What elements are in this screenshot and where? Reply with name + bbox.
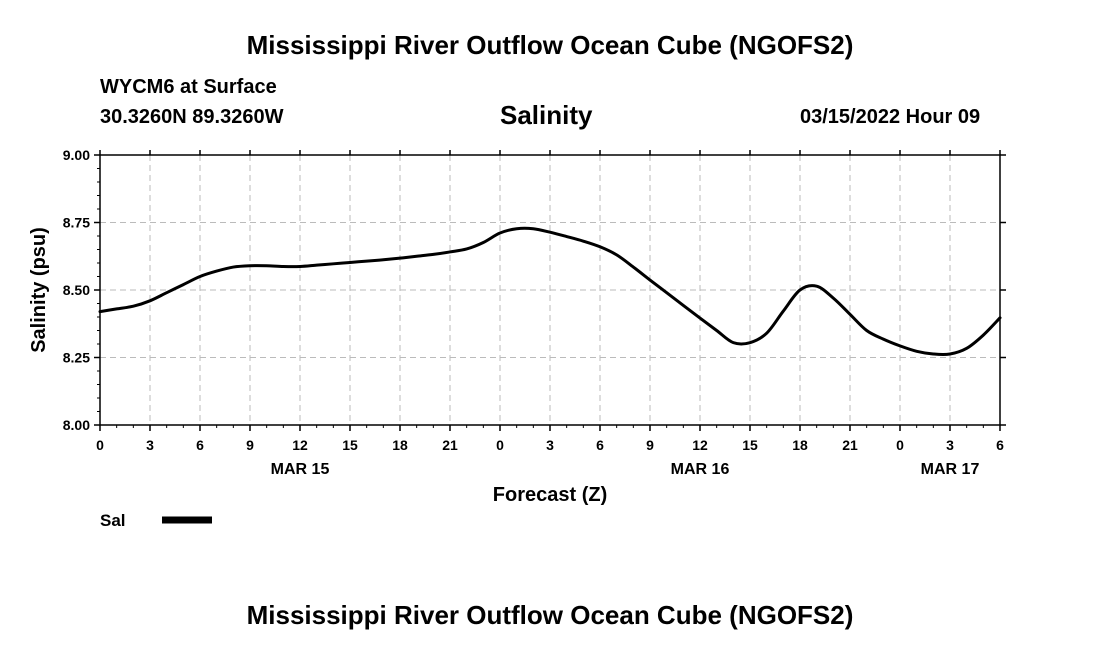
legend: Sal xyxy=(100,511,212,530)
x-tick-label: 0 xyxy=(96,437,104,453)
x-tick-label: 15 xyxy=(342,437,358,453)
chart-title: Salinity xyxy=(500,100,593,130)
x-tick-label: 18 xyxy=(792,437,808,453)
y-tick-labels: 8.00 8.25 8.50 8.75 9.00 xyxy=(63,147,90,433)
y-tick-label: 8.75 xyxy=(63,215,90,231)
y-axis-label: Salinity (psu) xyxy=(28,227,50,353)
x-tick-label: 9 xyxy=(246,437,254,453)
plot-frame xyxy=(99,154,1001,426)
x-tick-labels: 0 3 6 9 12 15 18 21 0 3 6 9 12 15 18 21 0 3 6 xyxy=(96,437,1004,453)
x-tick-label: 15 xyxy=(742,437,758,453)
x-tick-label: 0 xyxy=(496,437,504,453)
x-tick-label: 21 xyxy=(842,437,858,453)
date-label: MAR 16 xyxy=(671,461,730,478)
station-label: WYCM6 at Surface xyxy=(100,76,277,98)
x-tick-label: 6 xyxy=(596,437,604,453)
series-line-sal xyxy=(98,226,1002,357)
page-title-bottom: Mississippi River Outflow Ocean Cube (NG… xyxy=(246,600,854,630)
y-tick-label: 8.50 xyxy=(63,282,90,298)
date-labels: MAR 15 MAR 16 MAR 17 xyxy=(271,461,980,478)
x-tick-label: 18 xyxy=(392,437,408,453)
y-tick-label: 8.25 xyxy=(63,350,90,366)
y-tick-label: 9.00 xyxy=(63,147,90,163)
x-tick-label: 3 xyxy=(946,437,954,453)
x-tick-label: 9 xyxy=(646,437,654,453)
legend-label-sal: Sal xyxy=(100,511,126,530)
x-tick-label: 21 xyxy=(442,437,458,453)
datetime-label: 03/15/2022 Hour 09 xyxy=(800,106,981,128)
page-title: Mississippi River Outflow Ocean Cube (NG… xyxy=(246,30,854,60)
y-tick-label: 8.00 xyxy=(63,417,90,433)
x-tick-label: 3 xyxy=(546,437,554,453)
x-tick-label: 6 xyxy=(196,437,204,453)
x-tick-label: 0 xyxy=(896,437,904,453)
grid xyxy=(100,154,1000,425)
date-label: MAR 15 xyxy=(271,461,330,478)
x-tick-label: 12 xyxy=(292,437,308,453)
x-tick-label: 6 xyxy=(996,437,1004,453)
coordinates-label: 30.3260N 89.3260W xyxy=(100,106,284,128)
date-label: MAR 17 xyxy=(921,461,980,478)
x-axis-label: Forecast (Z) xyxy=(493,484,607,506)
x-tick-label: 3 xyxy=(146,437,154,453)
x-tick-label: 12 xyxy=(692,437,708,453)
